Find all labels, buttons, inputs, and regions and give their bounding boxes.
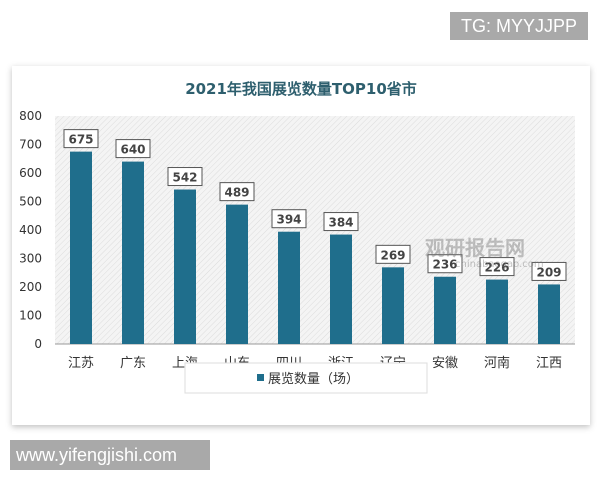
y-tick-label: 100 (19, 309, 42, 323)
data-label-box (375, 244, 411, 264)
data-label-box (219, 182, 255, 202)
bar (226, 204, 248, 344)
data-label-box (323, 212, 359, 232)
bar (382, 267, 404, 344)
x-tick-label: 安徽 (432, 356, 458, 371)
data-label: 394 (276, 213, 301, 227)
x-tick-label: 江苏 (68, 355, 94, 371)
data-label: 236 (432, 258, 457, 272)
y-tick-label: 700 (19, 138, 42, 152)
data-label-box (115, 139, 151, 159)
data-label-box (531, 261, 567, 281)
watermark-bottom-left: www.yifengjishi.com (10, 440, 210, 470)
bar (122, 161, 144, 344)
y-tick-label: 600 (19, 166, 42, 180)
y-tick-label: 800 (19, 109, 42, 123)
bar (434, 276, 456, 344)
watermark-center-cn: 观研报告网 (425, 236, 525, 260)
legend-swatch (257, 374, 264, 381)
data-label-box (427, 254, 463, 274)
bar (330, 234, 352, 344)
bar (486, 279, 508, 344)
bar (278, 231, 300, 344)
data-label-box (167, 167, 203, 187)
watermark-center-url: chinabaogao.com (455, 259, 544, 270)
legend-label: 展览数量（场） (268, 371, 359, 387)
x-tick-label: 河南 (484, 355, 510, 371)
bar (174, 189, 196, 344)
y-tick-label: 400 (19, 223, 42, 237)
x-tick-label: 江西 (536, 356, 562, 371)
data-label: 269 (380, 248, 405, 262)
data-label: 542 (172, 171, 197, 185)
data-label: 489 (224, 186, 249, 200)
legend-box (184, 362, 428, 394)
y-tick-label: 500 (19, 195, 42, 209)
data-label: 384 (328, 216, 353, 230)
x-tick-label: 广东 (120, 356, 146, 371)
data-label: 675 (68, 133, 93, 147)
data-label-box (479, 257, 515, 277)
data-label-box (63, 129, 99, 149)
bar-chart: 2021年我国展览数量TOP10省市 0 100 200 300 400 500 600 70… (19, 80, 575, 394)
watermark-top-right: TG: MYYJJPP (450, 12, 588, 40)
bar (538, 284, 560, 344)
chart-title: 2021年我国展览数量TOP10省市 (185, 80, 417, 98)
y-tick-label: 0 (34, 337, 42, 351)
y-tick-label: 200 (19, 280, 42, 294)
watermark-center: 观研报告网 chinabaogao.com (425, 232, 544, 270)
data-label-box (271, 209, 307, 229)
data-label: 209 (536, 265, 561, 279)
data-label: 226 (484, 261, 509, 275)
data-label: 640 (120, 143, 145, 157)
chart-card: 2021年我国展览数量TOP10省市 0 100 200 300 400 500 600 70… (12, 66, 590, 425)
y-tick-label: 300 (19, 252, 42, 266)
bar (70, 151, 92, 344)
